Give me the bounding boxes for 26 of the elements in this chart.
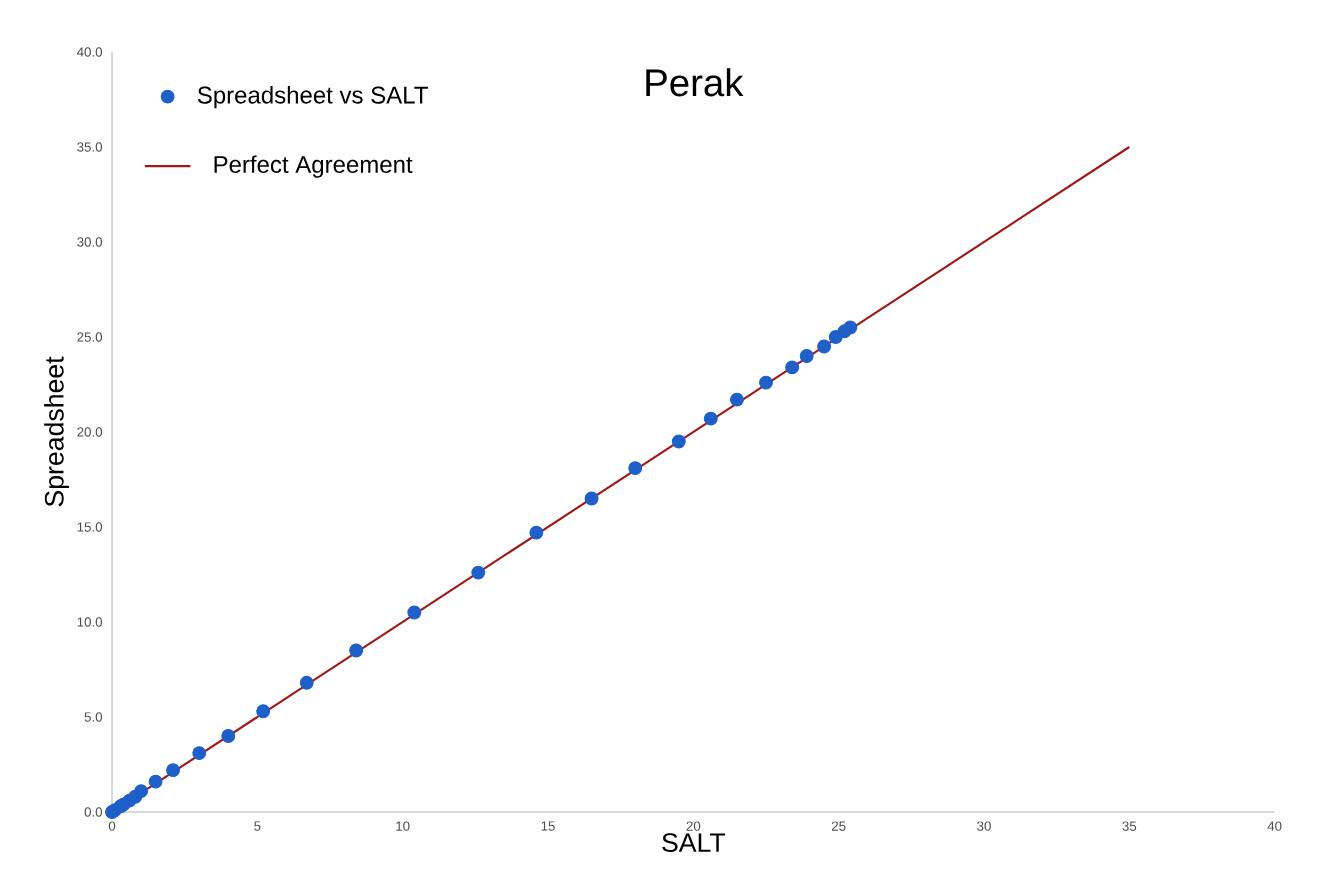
point: [671, 434, 686, 449]
point: [759, 375, 773, 390]
point: [584, 491, 599, 506]
legend-label: Spreadsheet vs SALT: [197, 85, 428, 109]
chart-title: Perak: [646, 68, 744, 97]
point: [148, 774, 163, 789]
point: [799, 349, 814, 363]
point: [529, 525, 544, 540]
point: [785, 360, 800, 375]
point: [407, 605, 422, 620]
point: [192, 746, 207, 761]
x-axis-title: SALT: [662, 833, 726, 853]
point: [134, 784, 149, 799]
point: [628, 461, 643, 476]
point: [166, 763, 180, 778]
point: [471, 565, 486, 580]
point: [843, 320, 858, 335]
point: [256, 704, 271, 719]
point: [730, 392, 744, 407]
point: [703, 411, 718, 426]
y-axis-title: Spreadsheet: [44, 356, 69, 507]
point: [817, 339, 832, 354]
point: [299, 675, 314, 690]
legend-label: Perfect Agreement: [214, 155, 413, 178]
point: [349, 643, 364, 658]
point: [221, 729, 236, 743]
